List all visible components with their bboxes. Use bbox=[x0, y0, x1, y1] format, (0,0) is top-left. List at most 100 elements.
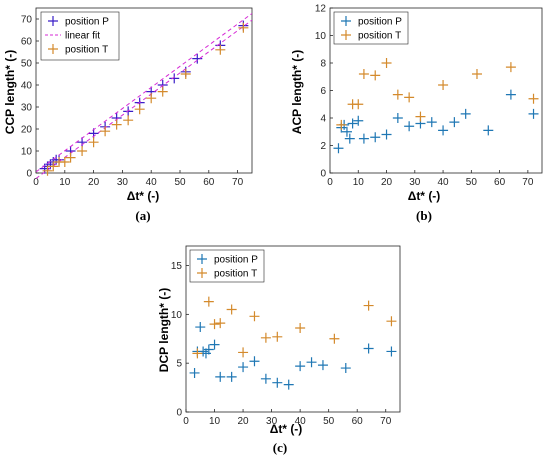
data-point-position-t bbox=[157, 86, 168, 97]
x-tick-label: 20 bbox=[238, 416, 250, 427]
x-tick-label: 0 bbox=[327, 177, 333, 188]
data-point-position-p bbox=[283, 379, 294, 390]
data-point-position-p bbox=[272, 377, 283, 388]
x-tick-label: 30 bbox=[409, 177, 421, 188]
chart-panel-b: ACP length* (-) Δt* (-) (b) 0 10 20 30 40 50 6… bbox=[290, 4, 543, 223]
data-point-position-t bbox=[123, 115, 134, 126]
data-point-position-t bbox=[329, 333, 340, 344]
legend-swatch bbox=[197, 268, 207, 278]
y-tick-label: 12 bbox=[315, 4, 327, 15]
x-tick-label: 50 bbox=[323, 416, 335, 427]
data-point-position-p bbox=[226, 371, 237, 382]
y-tick-label: 10 bbox=[171, 310, 183, 321]
legend-swatch bbox=[48, 44, 58, 54]
legend-swatch bbox=[341, 30, 351, 40]
y-tick-label: 0 bbox=[26, 169, 32, 180]
y-tick-label: 70 bbox=[21, 15, 33, 26]
data-point-position-p bbox=[189, 367, 200, 378]
data-point-position-t bbox=[336, 119, 347, 130]
data-point-position-p bbox=[392, 113, 403, 123]
data-point-position-p bbox=[370, 132, 381, 143]
x-tick-label: 70 bbox=[232, 177, 244, 188]
x-tick-label: 0 bbox=[183, 416, 189, 427]
ylabel-c: DCP length* (-) bbox=[157, 288, 171, 372]
panel-label-a: (a) bbox=[135, 208, 150, 223]
legend-label: position P bbox=[65, 17, 109, 28]
linear-fit-line bbox=[35, 19, 253, 179]
data-point-position-p bbox=[358, 133, 369, 144]
data-point-position-p bbox=[505, 89, 516, 100]
data-point-position-p bbox=[306, 357, 317, 368]
data-point-position-p bbox=[426, 117, 437, 128]
data-point-position-t bbox=[404, 92, 415, 103]
y-tick-label: 40 bbox=[21, 81, 33, 92]
data-point-position-p bbox=[483, 125, 494, 136]
data-point-position-p bbox=[169, 73, 180, 84]
x-tick-label: 20 bbox=[88, 177, 100, 188]
data-point-position-t bbox=[215, 44, 226, 55]
y-tick-label: 50 bbox=[21, 59, 33, 70]
legend-label: position T bbox=[65, 45, 108, 56]
data-point-position-p bbox=[209, 339, 220, 350]
data-point-position-t bbox=[192, 348, 203, 359]
data-point-position-t bbox=[59, 157, 70, 167]
data-point-position-t bbox=[415, 111, 426, 122]
data-point-position-t bbox=[42, 165, 53, 176]
y-tick-label: 8 bbox=[320, 59, 326, 70]
y-tick-label: 2 bbox=[320, 141, 326, 152]
data-point-position-t bbox=[146, 93, 157, 104]
y-tick-label: 30 bbox=[21, 103, 33, 114]
data-point-position-p bbox=[249, 356, 260, 367]
x-tick-label: 30 bbox=[266, 416, 278, 427]
y-tick-label: 10 bbox=[21, 147, 33, 158]
data-point-position-p bbox=[317, 360, 328, 371]
xlabel-c: Δt* (-) bbox=[270, 422, 303, 436]
data-point-position-t bbox=[471, 69, 482, 79]
legend bbox=[40, 11, 120, 61]
data-point-position-t bbox=[238, 22, 249, 33]
y-tick-label: 15 bbox=[171, 261, 183, 272]
data-point-position-p bbox=[295, 361, 306, 372]
x-tick-label: 40 bbox=[295, 416, 307, 427]
data-point-position-p bbox=[449, 117, 460, 128]
legend-label: position P bbox=[358, 17, 402, 28]
data-point-position-p bbox=[333, 143, 344, 154]
data-point-position-p bbox=[260, 373, 271, 384]
data-point-position-t bbox=[238, 347, 249, 358]
x-tick-label: 70 bbox=[522, 177, 534, 188]
data-point-position-p bbox=[77, 137, 88, 148]
chart-panel-c: DCP length* (-) Δt* (-) (c) 0 10 20 30 40 50 6… bbox=[157, 245, 401, 455]
data-point-position-p bbox=[363, 343, 374, 354]
data-point-position-t bbox=[249, 311, 260, 322]
data-point-position-t bbox=[381, 58, 392, 68]
data-point-position-t bbox=[226, 304, 237, 315]
xlabel-a: Δt* (-) bbox=[127, 189, 160, 203]
x-tick-label: 0 bbox=[33, 177, 39, 188]
data-point-position-t bbox=[295, 323, 306, 334]
ylabel-b: ACP length* (-) bbox=[290, 50, 304, 134]
data-point-position-t bbox=[77, 146, 88, 156]
legend-label: linear fit bbox=[65, 31, 100, 42]
data-point-position-p bbox=[460, 108, 471, 119]
data-point-position-t bbox=[392, 89, 403, 100]
data-point-position-p bbox=[347, 118, 358, 129]
y-tick-label: 4 bbox=[320, 114, 326, 125]
y-tick-label: 5 bbox=[176, 359, 182, 370]
x-tick-label: 70 bbox=[380, 416, 392, 427]
data-point-position-t bbox=[363, 300, 374, 311]
chart-panel-a: CCP length* (-) Δt* (-) (a) 0 10 20 30 40 50 6… bbox=[3, 7, 253, 223]
data-point-position-t bbox=[386, 316, 397, 327]
data-point-position-t bbox=[134, 104, 145, 115]
x-tick-label: 20 bbox=[381, 177, 393, 188]
y-tick-label: 60 bbox=[21, 37, 33, 48]
y-tick-label: 0 bbox=[176, 408, 182, 419]
x-tick-label: 60 bbox=[203, 177, 215, 188]
data-point-position-t bbox=[209, 319, 220, 330]
data-point-position-t bbox=[260, 332, 271, 343]
data-point-position-p bbox=[192, 53, 203, 64]
x-tick-label: 60 bbox=[352, 416, 364, 427]
data-point-position-t bbox=[370, 70, 381, 81]
x-tick-label: 30 bbox=[117, 177, 129, 188]
legend-swatch bbox=[197, 254, 207, 264]
